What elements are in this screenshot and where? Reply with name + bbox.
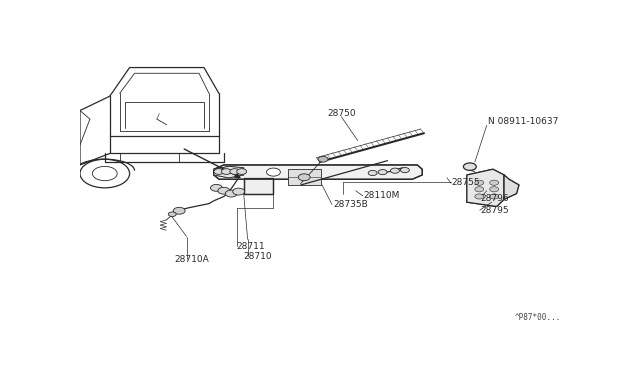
Text: 28710A: 28710A [174, 255, 209, 264]
Circle shape [225, 190, 237, 197]
Polygon shape [214, 166, 244, 178]
Text: 28735B: 28735B [333, 201, 368, 209]
Circle shape [266, 168, 280, 176]
Text: 28796: 28796 [481, 194, 509, 203]
Polygon shape [504, 175, 519, 199]
Circle shape [475, 187, 484, 192]
Polygon shape [214, 165, 422, 179]
Circle shape [390, 168, 399, 173]
Circle shape [463, 163, 476, 170]
Circle shape [233, 188, 244, 195]
Text: 28750: 28750 [327, 109, 356, 118]
Polygon shape [467, 169, 504, 206]
Circle shape [230, 169, 240, 174]
Circle shape [211, 185, 222, 191]
Text: 28710: 28710 [244, 252, 272, 261]
Circle shape [214, 169, 224, 174]
Circle shape [237, 169, 246, 174]
Text: 28110M: 28110M [364, 190, 400, 200]
Polygon shape [244, 178, 273, 193]
Circle shape [475, 180, 484, 185]
Circle shape [298, 174, 310, 181]
Text: 28755: 28755 [451, 178, 479, 187]
Text: N: N [467, 164, 472, 169]
Circle shape [318, 156, 328, 162]
Circle shape [368, 170, 377, 176]
Circle shape [490, 180, 499, 185]
Circle shape [173, 207, 185, 214]
Text: ^P87*00...: ^P87*00... [515, 312, 561, 322]
Circle shape [475, 194, 484, 199]
Bar [288, 169, 321, 185]
Circle shape [490, 187, 499, 192]
Text: 28711: 28711 [237, 242, 266, 251]
Circle shape [221, 169, 231, 174]
Circle shape [218, 187, 230, 194]
Circle shape [490, 194, 499, 199]
Circle shape [378, 170, 387, 175]
Text: 28795: 28795 [481, 206, 509, 215]
Circle shape [168, 212, 176, 217]
Circle shape [401, 167, 410, 173]
Text: N 08911-10637: N 08911-10637 [488, 117, 558, 126]
